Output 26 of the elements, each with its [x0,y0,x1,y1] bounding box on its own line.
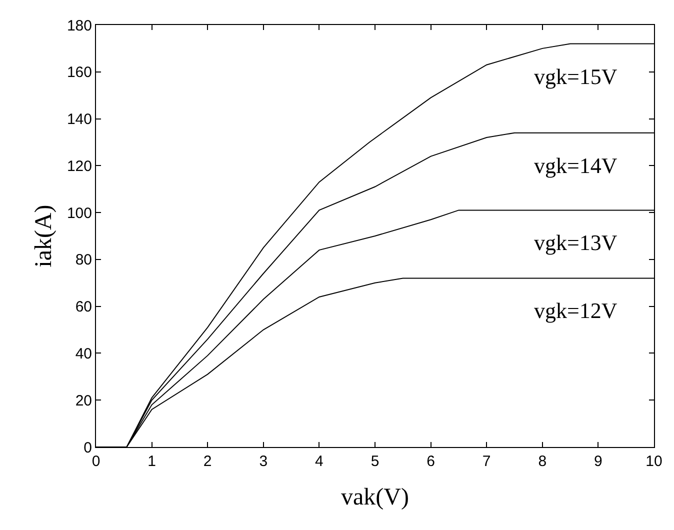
y-tick-label: 160 [66,64,92,82]
y-tick-label: 20 [75,392,92,410]
y-tick-label: 0 [84,439,92,456]
x-tick-label: 10 [646,453,662,470]
legend-label: vgk=15V [534,64,618,89]
y-tick-label: 40 [75,345,92,362]
x-axis-title: vak(V) [341,484,409,510]
x-tick-label: 2 [203,453,212,470]
y-tick-label: 180 [66,17,92,34]
legend-label: vgk=12V [534,298,618,323]
x-tick-label: 1 [148,453,156,470]
y-tick-label: 80 [75,252,92,269]
y-axis-title: iak(A) [31,204,58,268]
y-tick-label: 140 [66,111,92,128]
series-label: vgk=13V [534,230,618,255]
x-tick-label: 7 [482,453,491,470]
x-tick-label: 3 [259,453,268,470]
legend-label: vgk=14V [534,153,618,178]
x-tick-label: 8 [538,453,547,470]
x-tick-label: 9 [594,453,602,470]
y-tick-label: 60 [75,298,92,316]
x-tick-label: 4 [315,453,324,470]
y-tick-label: 100 [66,204,92,222]
y-tick-label: 120 [66,158,92,175]
x-tick-label: 5 [370,453,380,470]
x-tick-label: 6 [426,453,435,470]
